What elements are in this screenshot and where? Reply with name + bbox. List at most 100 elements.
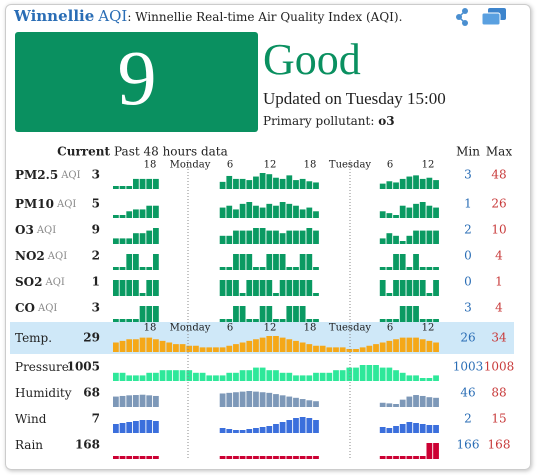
- history-bar: [153, 372, 159, 381]
- history-bar: [419, 456, 426, 459]
- history-bar: [219, 456, 226, 459]
- history-bar: [399, 372, 406, 381]
- history-bar: [399, 424, 406, 433]
- history-bar: [326, 372, 333, 381]
- history-bar: [113, 372, 119, 381]
- history-bar: [319, 345, 326, 352]
- history-bar: [139, 306, 146, 322]
- row-unit: AQI: [44, 277, 64, 288]
- history-bar: [179, 370, 186, 381]
- history-bar: [286, 203, 293, 218]
- window-icon[interactable]: [481, 8, 506, 26]
- history-bar: [426, 443, 433, 459]
- history-bar: [246, 280, 253, 296]
- history-bar: [379, 280, 386, 296]
- history-bar: [259, 207, 266, 218]
- current-value: 1: [92, 275, 100, 289]
- history-bar: [399, 205, 406, 218]
- history-bar: [253, 176, 259, 189]
- widget-card: [5, 4, 531, 470]
- history-bar: [393, 280, 399, 296]
- history-bar: [433, 280, 439, 296]
- updated: Updated on Tuesday 15:00: [263, 89, 446, 108]
- current-value: 3: [92, 301, 100, 315]
- history-bar: [173, 370, 179, 381]
- row-name: CO AQI: [15, 301, 57, 315]
- history-bar: [126, 422, 133, 433]
- history-bar: [386, 340, 393, 352]
- history-bar: [373, 344, 379, 352]
- history-bar: [313, 319, 319, 322]
- share-icon[interactable]: [456, 8, 468, 26]
- history-bar: [286, 396, 293, 407]
- history-bar: [146, 395, 153, 407]
- history-bar: [306, 280, 313, 296]
- max-value: 10: [491, 223, 506, 237]
- history-bar: [246, 391, 253, 407]
- history-bar: [186, 370, 193, 381]
- history-bar: [253, 267, 259, 270]
- history-bar: [206, 375, 213, 381]
- history-bar: [219, 347, 226, 352]
- history-bar: [393, 235, 399, 244]
- history-bar: [333, 370, 339, 381]
- min-value: 1003: [453, 360, 484, 374]
- history-bar: [239, 456, 246, 459]
- history-bar: [406, 176, 413, 189]
- history-bar: [279, 337, 286, 352]
- history-bar: [139, 233, 146, 244]
- history-bar: [126, 456, 133, 459]
- history-bar: [386, 428, 393, 433]
- history-bar: [299, 230, 306, 244]
- history-bar: [293, 230, 299, 244]
- history-bar: [379, 342, 386, 352]
- history-bar: [246, 370, 253, 381]
- current-value: 7: [92, 412, 100, 426]
- current-value: 5: [92, 197, 100, 211]
- history-bar: [273, 336, 279, 352]
- row-name-text: Wind: [15, 412, 47, 426]
- aqi-level: Good: [263, 35, 361, 84]
- min-value: 46: [460, 386, 475, 400]
- history-bar: [433, 425, 439, 433]
- pollutant-label: Primary pollutant:: [263, 114, 378, 128]
- current-value: 68: [83, 386, 100, 400]
- history-bar: [306, 400, 313, 407]
- row-unit: AQI: [37, 303, 57, 314]
- history-bar: [433, 443, 439, 459]
- history-bar: [233, 280, 239, 296]
- history-bar: [299, 254, 306, 270]
- history-bar: [133, 254, 139, 270]
- history-bar: [299, 209, 306, 218]
- history-bar: [306, 254, 313, 270]
- history-bar: [426, 205, 433, 218]
- history-bar: [386, 319, 393, 322]
- history-bar: [393, 182, 399, 189]
- history-bar: [366, 345, 373, 352]
- history-bar: [273, 370, 279, 381]
- history-bar: [233, 306, 239, 322]
- history-bar: [126, 186, 133, 189]
- history-bar: [406, 422, 413, 433]
- history-bar: [233, 254, 239, 270]
- history-bar: [113, 424, 119, 433]
- history-bar: [313, 372, 319, 381]
- history-bar: [259, 228, 266, 244]
- history-bar: [153, 339, 159, 352]
- history-bar: [279, 233, 286, 244]
- min-value: 26: [460, 331, 475, 345]
- history-bar: [359, 347, 366, 352]
- history-bar: [286, 306, 293, 322]
- history-bar: [146, 230, 153, 244]
- history-bar: [146, 178, 153, 189]
- history-bar: [266, 174, 273, 189]
- history-bar: [393, 319, 399, 322]
- max-value: 15: [491, 412, 506, 426]
- history-bar: [393, 254, 399, 270]
- history-bar: [393, 404, 399, 407]
- row-unit: AQI: [47, 251, 67, 262]
- history-bar: [426, 397, 433, 407]
- history-bar: [293, 456, 299, 459]
- history-bar: [199, 372, 206, 381]
